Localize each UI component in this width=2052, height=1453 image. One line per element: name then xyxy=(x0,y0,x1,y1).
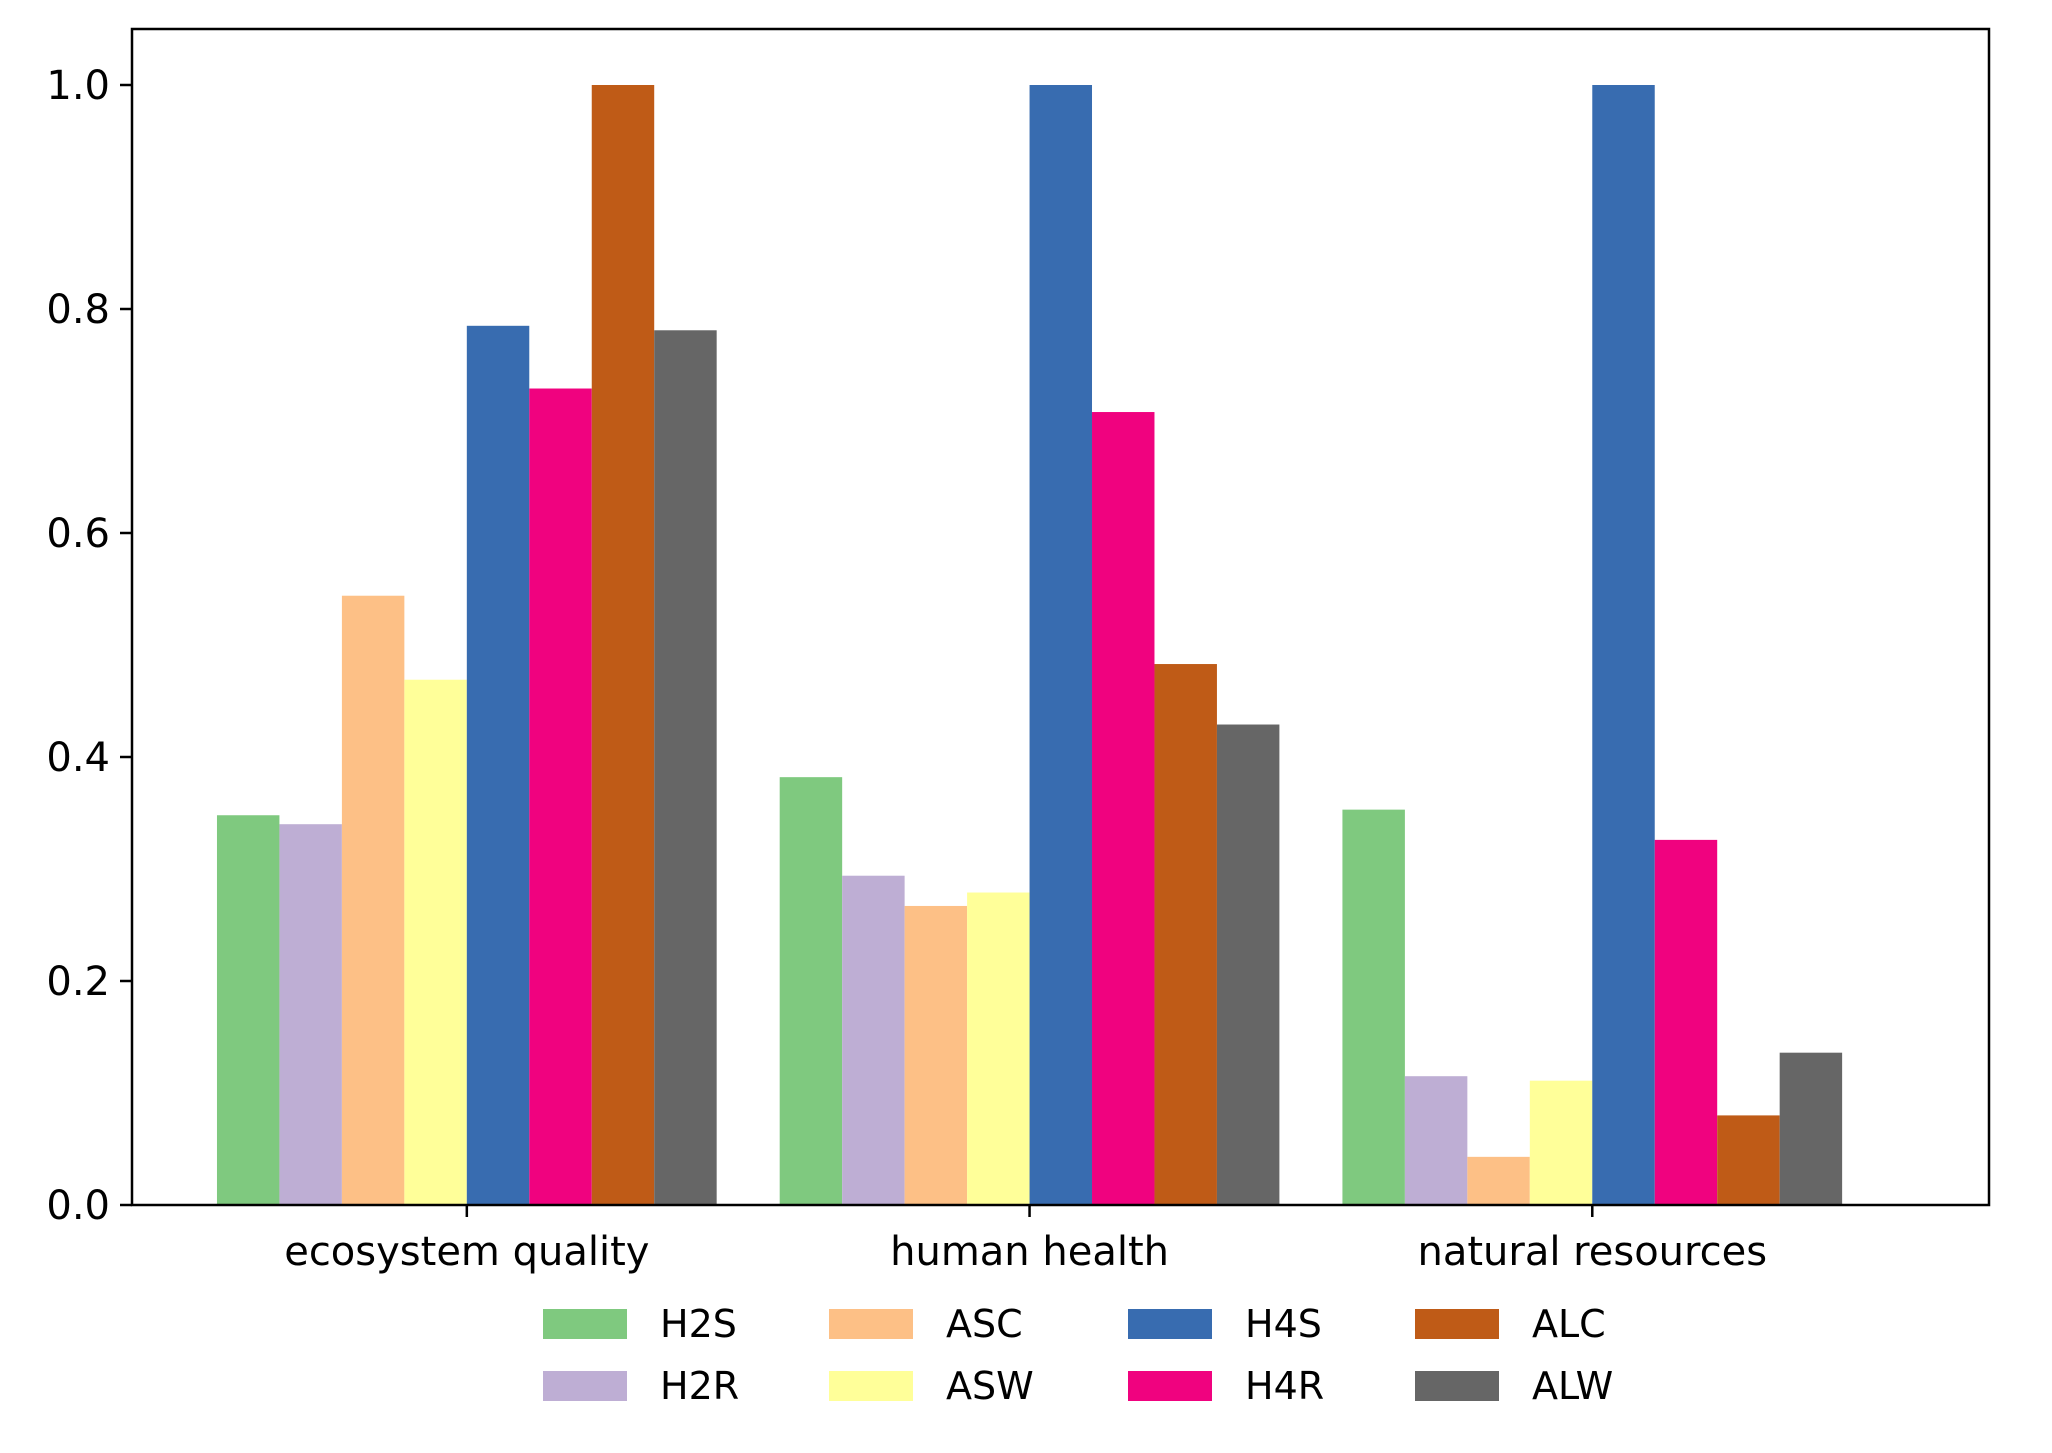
legend-swatch-asw xyxy=(829,1371,913,1401)
x-tick-label: human health xyxy=(890,1229,1169,1275)
bar-h4r-natural-resources xyxy=(1654,839,1718,1205)
bar-asc-natural-resources xyxy=(1467,1156,1530,1205)
bar-asw-ecosystem-quality xyxy=(404,679,467,1205)
y-axis: 0.0 0.2 0.4 0.6 0.8 1.0 xyxy=(46,63,132,1229)
legend-label-alc: ALC xyxy=(1532,1302,1606,1346)
bar-h2s-human-health xyxy=(779,777,843,1205)
bar-h2r-human-health xyxy=(842,875,905,1205)
bar-h2r-ecosystem-quality xyxy=(279,824,342,1205)
legend-swatch-h4s xyxy=(1128,1309,1212,1339)
y-tick-label: 1.0 xyxy=(46,63,110,109)
plot-frame xyxy=(130,27,1991,1207)
legend-label-asc: ASC xyxy=(946,1302,1023,1346)
y-tick-label: 0.8 xyxy=(46,287,110,333)
x-tick-label: ecosystem quality xyxy=(284,1229,649,1275)
bar-h4s-natural-resources xyxy=(1592,85,1655,1205)
bar-alc-ecosystem-quality xyxy=(591,85,655,1205)
bar-h4r-human-health xyxy=(1092,412,1155,1205)
legend-swatch-h2s xyxy=(543,1309,627,1339)
bar-alw-natural-resources xyxy=(1779,1052,1843,1205)
bar-h4s-ecosystem-quality xyxy=(466,325,530,1205)
legend-swatch-alc xyxy=(1415,1309,1499,1339)
bar-asc-ecosystem-quality xyxy=(341,595,405,1205)
legend-label-h4r: H4R xyxy=(1245,1364,1324,1408)
legend: H2S H2R ASC ASW H4S H4R ALC ALW xyxy=(543,1302,1613,1408)
x-axis: ecosystem quality human health natural res… xyxy=(284,1205,1767,1275)
legend-label-asw: ASW xyxy=(946,1364,1034,1408)
bar-asw-human-health xyxy=(967,892,1030,1205)
bar-alw-ecosystem-quality xyxy=(654,330,717,1205)
y-tick-label: 0.2 xyxy=(46,959,110,1005)
bar-h4r-ecosystem-quality xyxy=(529,388,592,1205)
bar-h2s-ecosystem-quality xyxy=(216,815,280,1205)
legend-swatch-h2r xyxy=(543,1371,627,1401)
legend-swatch-alw xyxy=(1415,1371,1499,1401)
x-tick-label: natural resources xyxy=(1418,1229,1768,1275)
y-tick-label: 0.0 xyxy=(46,1183,110,1229)
bar-alc-natural-resources xyxy=(1717,1115,1780,1205)
legend-label-alw: ALW xyxy=(1532,1364,1613,1408)
legend-label-h4s: H4S xyxy=(1245,1302,1322,1346)
y-tick-label: 0.6 xyxy=(46,511,110,557)
bar-h2r-natural-resources xyxy=(1404,1076,1468,1205)
bar-h4s-human-health xyxy=(1029,85,1093,1205)
bar-alc-human-health xyxy=(1154,664,1217,1205)
y-tick-label: 0.4 xyxy=(46,735,110,781)
bar-h2s-natural-resources xyxy=(1342,809,1405,1205)
legend-swatch-asc xyxy=(829,1309,913,1339)
legend-swatch-h4r xyxy=(1128,1371,1212,1401)
bar-alw-human-health xyxy=(1216,724,1280,1205)
legend-label-h2s: H2S xyxy=(660,1302,737,1346)
bars-group xyxy=(216,85,1843,1205)
bar-asc-human-health xyxy=(904,905,968,1205)
bar-asw-natural-resources xyxy=(1529,1080,1593,1205)
legend-label-h2r: H2R xyxy=(660,1364,739,1408)
